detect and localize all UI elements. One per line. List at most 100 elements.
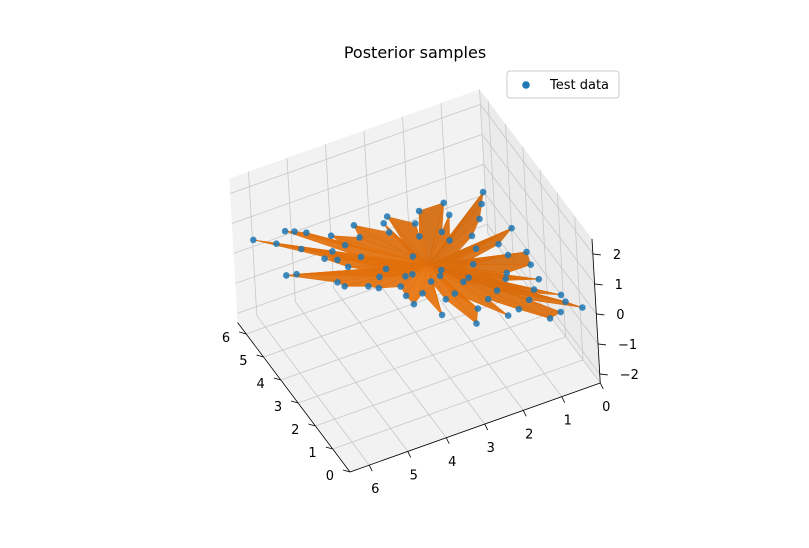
x-tick-label: 0 <box>602 400 610 415</box>
data-point <box>460 278 467 286</box>
y-tick-mark <box>290 400 299 404</box>
data-point <box>438 228 446 236</box>
data-point <box>484 295 492 303</box>
legend[interactable]: Test data <box>506 70 620 99</box>
data-point <box>468 232 476 240</box>
data-point <box>546 315 554 322</box>
data-point <box>473 320 480 327</box>
data-point <box>557 308 564 316</box>
data-point <box>419 290 426 297</box>
z-tick-mark <box>594 283 603 286</box>
grid-line-z <box>236 223 601 375</box>
data-point <box>495 240 502 248</box>
posterior-surface <box>253 191 583 325</box>
data-point <box>503 269 511 277</box>
data-point <box>504 312 512 319</box>
z-tick-mark <box>596 313 605 316</box>
grid-line-x <box>325 144 447 439</box>
data-point <box>409 253 417 260</box>
x-tick-mark <box>561 396 566 403</box>
y-tick-label: 5 <box>239 354 247 369</box>
data-point <box>535 275 543 283</box>
data-point <box>350 222 358 229</box>
data-point <box>493 287 501 294</box>
y-tick-mark <box>342 469 351 473</box>
y-tick-label: 4 <box>257 377 265 392</box>
z-tick-label: −1 <box>618 338 637 353</box>
data-point <box>446 211 453 219</box>
data-point <box>293 270 300 278</box>
x-tick-label: 3 <box>487 441 495 456</box>
data-point <box>412 220 419 227</box>
data-point <box>250 236 257 244</box>
data-point <box>557 291 565 299</box>
data-point <box>409 271 416 278</box>
data-point <box>298 245 305 253</box>
surface-facet <box>405 264 429 305</box>
y-tick-label: 6 <box>222 331 230 346</box>
data-point <box>438 311 446 319</box>
data-point <box>334 256 341 264</box>
y-tick-label: 0 <box>326 469 334 484</box>
data-point <box>329 248 336 255</box>
z-tick-label: 2 <box>613 248 621 263</box>
data-point <box>410 300 418 308</box>
data-point <box>383 213 391 220</box>
data-point <box>579 304 586 311</box>
y-tick-label: 3 <box>274 400 282 415</box>
z-tick-mark <box>592 253 601 256</box>
back-wall-pane <box>229 89 488 323</box>
grid-line-z <box>233 163 597 315</box>
x-tick-mark <box>368 464 373 472</box>
y-tick-mark <box>239 331 247 335</box>
side-wall-pane <box>479 89 601 383</box>
y-tick-mark <box>273 377 281 381</box>
legend-marker <box>522 81 530 89</box>
y-tick-mark <box>325 446 333 450</box>
z-tick-label: 0 <box>616 308 624 323</box>
data-point <box>356 234 363 241</box>
surface-facet <box>427 264 509 316</box>
data-point <box>508 224 515 232</box>
data-point <box>562 298 569 306</box>
data-point <box>442 296 450 303</box>
z-tick-label: 1 <box>615 278 623 293</box>
z-tick-mark <box>597 343 607 346</box>
x-tick-label: 1 <box>564 414 572 429</box>
data-point <box>341 241 349 249</box>
data-point <box>478 200 485 208</box>
data-point <box>515 305 523 313</box>
x-tick-label: 2 <box>525 427 533 442</box>
data-point <box>365 283 372 290</box>
x-tick-label: 6 <box>371 482 379 497</box>
data-point <box>334 279 341 286</box>
data-point <box>530 286 538 293</box>
data-point <box>385 229 393 236</box>
data-point <box>344 263 352 271</box>
x-tick-label: 5 <box>410 468 418 483</box>
data-point <box>474 305 482 312</box>
data-point <box>527 261 534 269</box>
data-point <box>341 283 349 290</box>
data-point <box>382 265 390 273</box>
x-tick-mark <box>407 451 412 458</box>
data-point <box>281 227 289 235</box>
data-point <box>273 240 280 247</box>
data-point <box>303 229 310 236</box>
surface-facet <box>415 223 429 265</box>
y-tick-mark <box>308 423 316 427</box>
grid-line-x <box>479 89 601 384</box>
data-point <box>523 248 530 256</box>
test-data-points <box>250 188 586 327</box>
data-point <box>376 273 383 281</box>
axis-lines <box>237 238 601 473</box>
legend-box <box>506 70 620 99</box>
data-point <box>402 273 409 280</box>
surface-facet <box>383 223 429 265</box>
y-tick-label: 2 <box>291 423 299 438</box>
data-point <box>415 207 423 215</box>
x-tick-mark <box>484 423 489 431</box>
data-point <box>440 199 448 207</box>
data-point <box>327 232 335 239</box>
chart-title: Posterior samples <box>344 43 486 62</box>
